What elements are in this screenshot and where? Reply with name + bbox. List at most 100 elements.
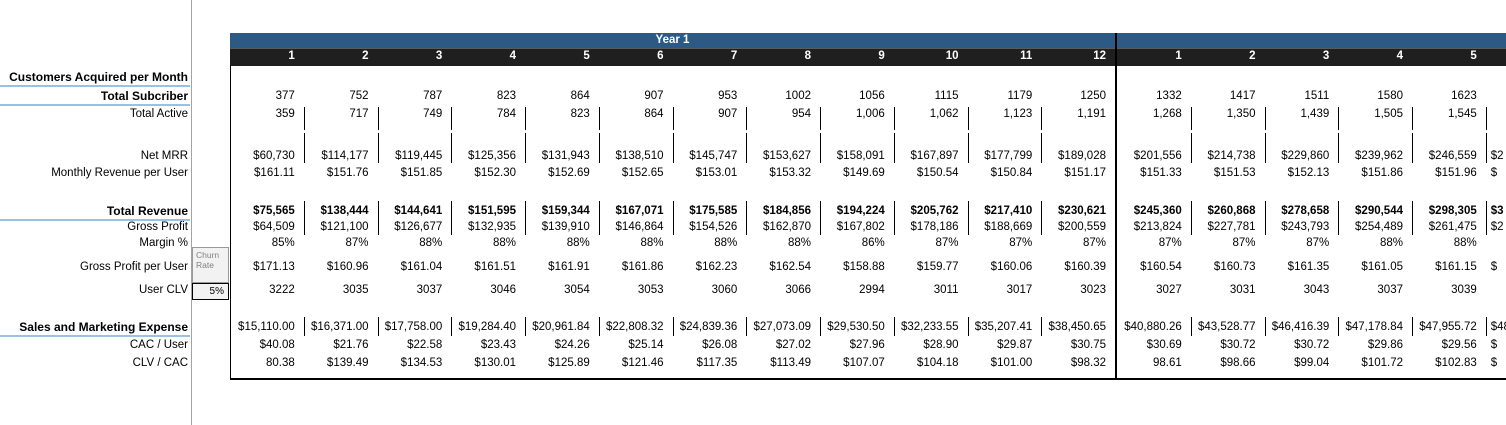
month-header-y1-9[interactable]: 9 bbox=[878, 50, 885, 62]
cell-sm-y1m5[interactable]: $20,961.84 bbox=[532, 321, 590, 333]
cell-net_mrr-y2m6-partial[interactable]: $2 bbox=[1490, 150, 1504, 162]
cell-margin-y1m1[interactable]: 85% bbox=[271, 237, 295, 249]
cell-sm-y1m1[interactable]: $15,110.00 bbox=[238, 321, 295, 333]
year2-header-band[interactable] bbox=[1117, 33, 1506, 48]
cell-active-y1m8[interactable]: 954 bbox=[791, 108, 811, 120]
cell-subcriber-y1m3[interactable]: 787 bbox=[423, 90, 443, 102]
cell-net_mrr-y1m3[interactable]: $119,445 bbox=[395, 150, 443, 162]
cell-gross_profit-y1m2[interactable]: $121,100 bbox=[320, 221, 369, 233]
cell-monthly_rev-y1m6[interactable]: $152.65 bbox=[621, 167, 664, 179]
month-header-y2-1[interactable]: 1 bbox=[1175, 50, 1182, 62]
cell-cac-y1m12[interactable]: $30.75 bbox=[1070, 339, 1106, 351]
cell-sm-y1m11[interactable]: $35,207.41 bbox=[974, 321, 1033, 333]
cell-gppu-y2m5[interactable]: $161.15 bbox=[1435, 261, 1477, 273]
month-header-y1-7[interactable]: 7 bbox=[730, 50, 738, 62]
cell-gross_profit-y2m4[interactable]: $254,489 bbox=[1355, 221, 1403, 233]
cell-net_mrr-y1m9[interactable]: $158,091 bbox=[836, 150, 885, 162]
cell-gppu-y2m2[interactable]: $160.73 bbox=[1213, 261, 1256, 273]
cell-subcriber-y1m8[interactable]: 1002 bbox=[785, 90, 811, 102]
cell-gppu-y2m3[interactable]: $161.35 bbox=[1287, 261, 1330, 273]
cell-cac-y1m1[interactable]: $40.08 bbox=[259, 339, 295, 351]
cell-total_revenue-y1m6[interactable]: $167,071 bbox=[615, 205, 664, 217]
cell-total_revenue-y1m5[interactable]: $159,344 bbox=[541, 205, 590, 217]
cell-monthly_rev-y1m3[interactable]: $151.85 bbox=[400, 167, 443, 179]
cell-total_revenue-y2m4[interactable]: $290,544 bbox=[1355, 205, 1403, 217]
row-label-monthly_rev[interactable]: Monthly Revenue per User bbox=[51, 167, 188, 179]
cell-cac-y2m5[interactable]: $29.56 bbox=[1441, 339, 1477, 351]
month-header-y1-3[interactable]: 3 bbox=[435, 50, 443, 62]
cell-cac-y2m6-partial[interactable]: $ bbox=[1490, 339, 1498, 351]
row-label-active[interactable]: Total Active bbox=[129, 108, 188, 120]
cell-subcriber-y1m1[interactable]: 377 bbox=[275, 90, 295, 102]
cell-active-y1m7[interactable]: 907 bbox=[718, 108, 738, 120]
cell-user_clv-y1m9[interactable]: 2994 bbox=[859, 284, 885, 296]
cell-active-y2m4[interactable]: 1,505 bbox=[1374, 108, 1403, 120]
cell-monthly_rev-y1m8[interactable]: $153.32 bbox=[769, 167, 811, 179]
cell-sm-y1m7[interactable]: $24,839.36 bbox=[679, 321, 738, 333]
row-label-subcriber[interactable]: Total Subcriber bbox=[100, 89, 188, 103]
month-header-y2-4[interactable]: 4 bbox=[1396, 50, 1403, 62]
cell-cac-y2m3[interactable]: $30.72 bbox=[1294, 339, 1330, 351]
cell-total_revenue-y1m12[interactable]: $230,621 bbox=[1058, 205, 1106, 217]
cell-subcriber-y1m9[interactable]: 1056 bbox=[859, 90, 885, 102]
cell-active-y1m9[interactable]: 1,006 bbox=[855, 108, 885, 120]
cell-monthly_rev-y2m3[interactable]: $152.13 bbox=[1287, 167, 1330, 179]
cell-gppu-y1m8[interactable]: $162.54 bbox=[769, 261, 811, 273]
cell-margin-y1m12[interactable]: 87% bbox=[1082, 237, 1106, 249]
row-label-sm[interactable]: Sales and Marketing Expense bbox=[19, 320, 188, 334]
cell-net_mrr-y1m2[interactable]: $114,177 bbox=[321, 150, 369, 162]
row-label-gross_profit[interactable]: Gross Profit bbox=[127, 221, 188, 233]
cell-cac-y1m6[interactable]: $25.14 bbox=[628, 339, 664, 351]
cell-total_revenue-y2m1[interactable]: $245,360 bbox=[1133, 205, 1182, 217]
cell-cac-y1m9[interactable]: $27.96 bbox=[849, 339, 885, 351]
cell-user_clv-y1m8[interactable]: 3066 bbox=[785, 284, 811, 296]
cell-margin-y2m1[interactable]: 87% bbox=[1158, 237, 1182, 249]
cell-clv_cac-y2m6-partial[interactable]: $ bbox=[1490, 357, 1498, 369]
cell-gross_profit-y2m5[interactable]: $261,475 bbox=[1428, 221, 1477, 233]
cell-gross_profit-y2m3[interactable]: $243,793 bbox=[1281, 221, 1330, 233]
cell-user_clv-y2m5[interactable]: 3039 bbox=[1451, 284, 1477, 296]
month-header-y1-6[interactable]: 6 bbox=[657, 50, 664, 62]
cell-total_revenue-y1m3[interactable]: $144,641 bbox=[394, 205, 443, 217]
cell-gppu-y1m1[interactable]: $171.13 bbox=[253, 261, 295, 273]
cell-active-y1m12[interactable]: 1,191 bbox=[1077, 108, 1106, 120]
cell-net_mrr-y1m12[interactable]: $189,028 bbox=[1058, 150, 1106, 162]
cell-gross_profit-y2m6-partial[interactable]: $2 bbox=[1490, 221, 1504, 233]
cell-monthly_rev-y1m2[interactable]: $151.76 bbox=[326, 167, 369, 179]
cell-active-y1m1[interactable]: 359 bbox=[275, 108, 295, 120]
cell-active-y1m11[interactable]: 1,123 bbox=[1003, 108, 1033, 120]
cell-net_mrr-y2m2[interactable]: $214,738 bbox=[1207, 150, 1256, 162]
cell-gross_profit-y1m7[interactable]: $154,526 bbox=[689, 221, 738, 233]
cell-sm-y2m2[interactable]: $43,528.77 bbox=[1197, 321, 1256, 333]
cell-margin-y1m6[interactable]: 88% bbox=[640, 237, 664, 249]
cell-subcriber-y2m2[interactable]: 1417 bbox=[1229, 90, 1256, 102]
cell-monthly_rev-y1m11[interactable]: $150.84 bbox=[990, 167, 1033, 179]
cell-margin-y2m3[interactable]: 87% bbox=[1306, 237, 1330, 249]
cell-monthly_rev-y1m10[interactable]: $150.54 bbox=[916, 167, 959, 179]
cell-sm-y2m3[interactable]: $46,416.39 bbox=[1271, 321, 1330, 333]
cell-total_revenue-y1m2[interactable]: $138,444 bbox=[320, 205, 369, 217]
cell-sm-y1m2[interactable]: $16,371.00 bbox=[310, 321, 369, 333]
cell-gppu-y1m11[interactable]: $160.06 bbox=[990, 261, 1033, 273]
cell-clv_cac-y1m11[interactable]: $101.00 bbox=[990, 357, 1033, 369]
row-label-total_revenue[interactable]: Total Revenue bbox=[106, 204, 188, 218]
cell-monthly_rev-y1m7[interactable]: $153.01 bbox=[695, 167, 738, 179]
cell-gppu-y1m4[interactable]: $161.51 bbox=[474, 261, 516, 273]
cell-gross_profit-y1m9[interactable]: $167,802 bbox=[836, 221, 885, 233]
month-header-y1-10[interactable]: 10 bbox=[945, 50, 959, 62]
row-label-cac[interactable]: CAC / User bbox=[129, 339, 188, 351]
cell-gppu-y1m12[interactable]: $160.39 bbox=[1064, 261, 1106, 273]
cell-active-y2m2[interactable]: 1,350 bbox=[1226, 108, 1256, 120]
month-header-y1-1[interactable]: 1 bbox=[288, 50, 295, 62]
cell-sm-y1m3[interactable]: $17,758.00 bbox=[384, 321, 443, 333]
month-header-y1-8[interactable]: 8 bbox=[804, 50, 811, 62]
cell-margin-y2m4[interactable]: 88% bbox=[1379, 237, 1403, 249]
cell-total_revenue-y2m3[interactable]: $278,658 bbox=[1281, 205, 1330, 217]
cell-monthly_rev-y1m5[interactable]: $152.69 bbox=[548, 167, 590, 179]
cell-clv_cac-y1m8[interactable]: $113.49 bbox=[770, 357, 811, 369]
cell-active-y1m2[interactable]: 717 bbox=[349, 108, 369, 120]
year1-header-band[interactable]: Year 1 bbox=[230, 33, 1115, 48]
cell-gppu-y1m10[interactable]: $159.77 bbox=[916, 261, 959, 273]
cell-user_clv-y1m6[interactable]: 3053 bbox=[637, 284, 664, 296]
cell-net_mrr-y1m1[interactable]: $60,730 bbox=[253, 150, 295, 162]
